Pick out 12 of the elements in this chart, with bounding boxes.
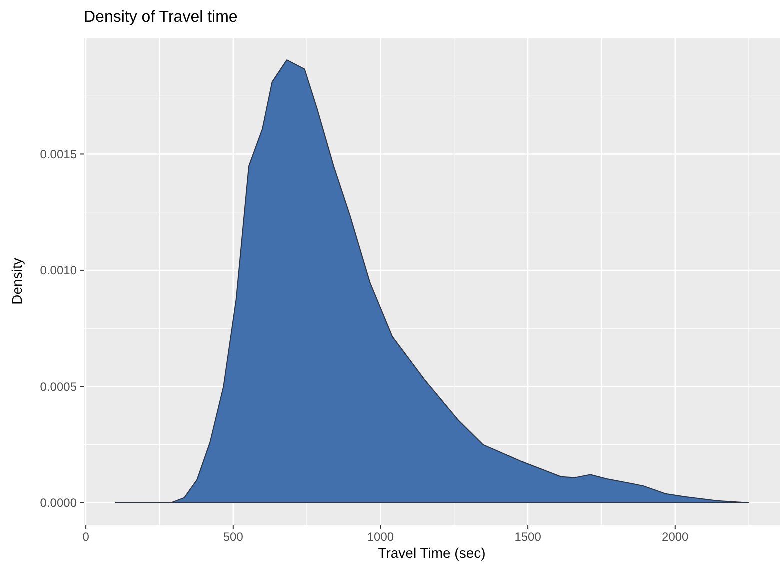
- x-axis-title: Travel Time (sec): [378, 545, 486, 561]
- x-tick-label: 0: [82, 530, 90, 544]
- chart-title: Density of Travel time: [84, 9, 238, 26]
- x-tick-label: 2000: [662, 530, 690, 544]
- y-axis-title: Density: [9, 258, 25, 305]
- x-tick-label: 500: [223, 530, 244, 544]
- y-tick-label: 0.0015: [40, 147, 78, 162]
- x-tick-label: 1000: [367, 530, 394, 544]
- y-tick-label: 0.0000: [40, 496, 78, 510]
- y-tick-label: 0.0005: [40, 380, 78, 394]
- x-tick-label: 1500: [514, 530, 542, 544]
- y-tick-label: 0.0010: [40, 264, 78, 278]
